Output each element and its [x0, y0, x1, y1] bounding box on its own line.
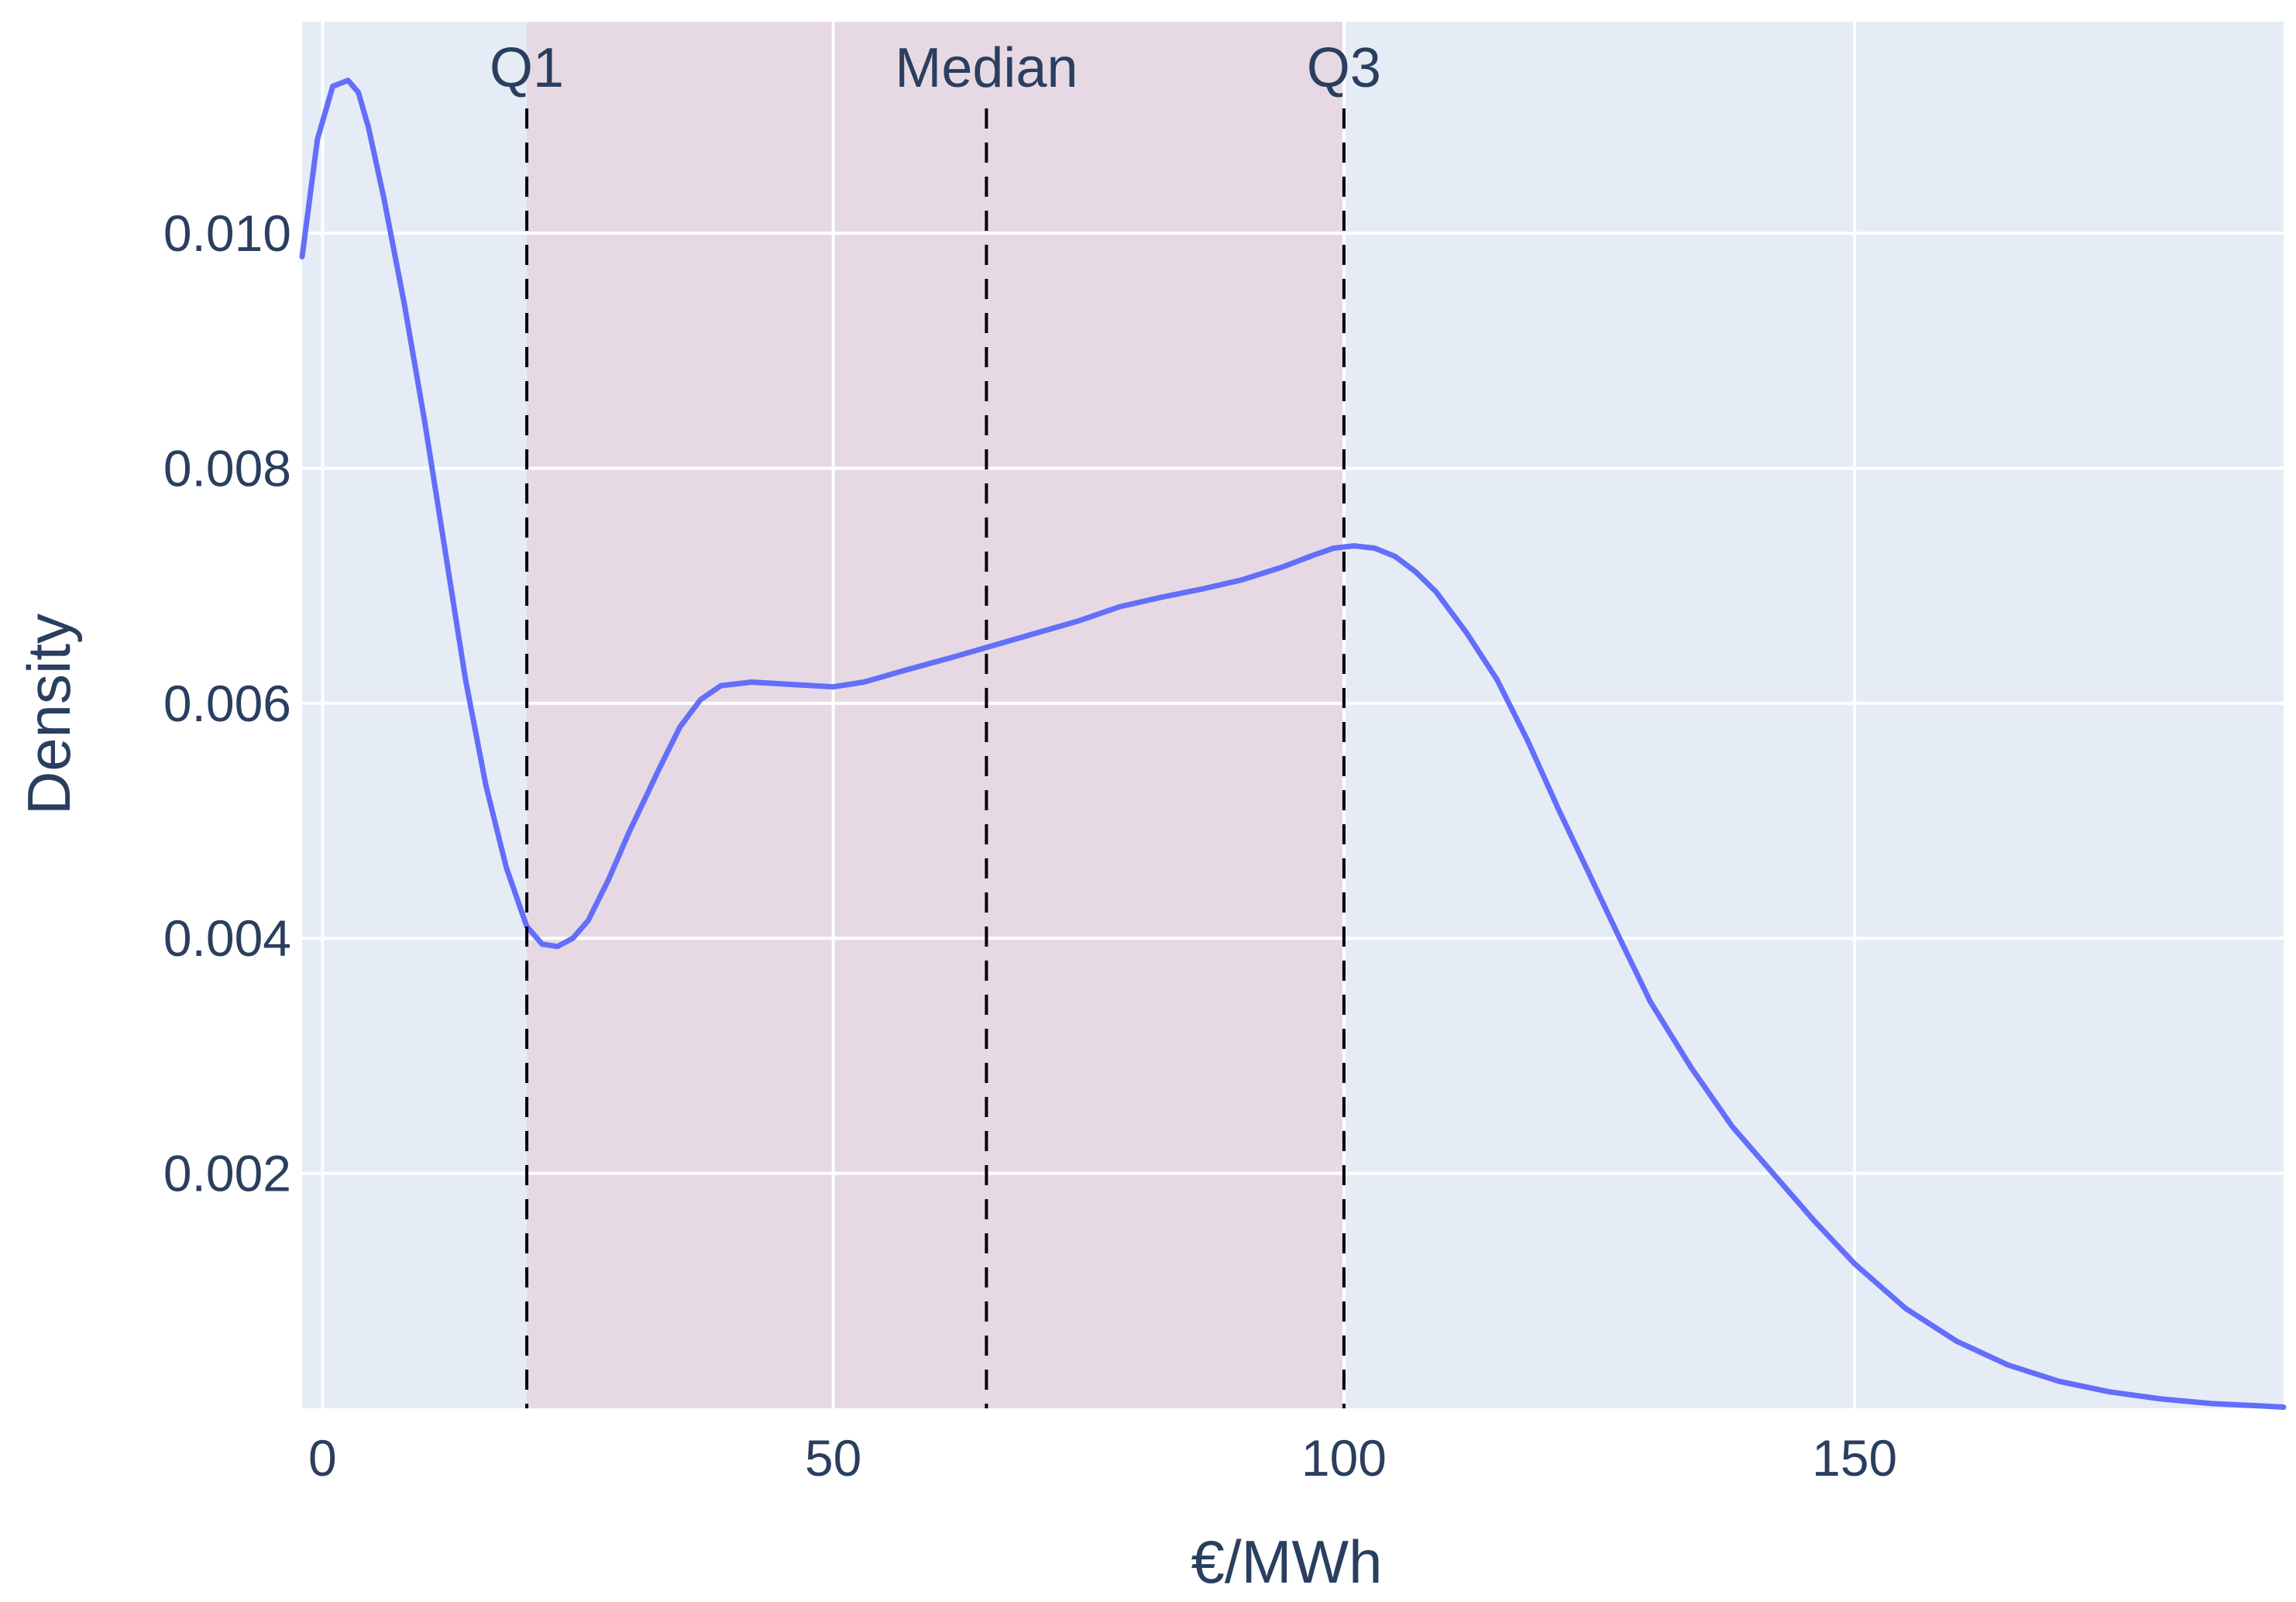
x-tick-label: 100: [1301, 1429, 1387, 1487]
x-tick-label: 0: [308, 1429, 337, 1487]
interquartile-band: [527, 22, 1344, 1408]
x-tick-label: 50: [805, 1429, 861, 1487]
quartile-markers: Q1 Median Q3: [490, 37, 1381, 1408]
y-tick-label: 0.002: [163, 1145, 291, 1202]
y-tick-label: 0.010: [163, 205, 291, 262]
x-axis-label: €/MWh: [1191, 1528, 1382, 1596]
density-line: [299, 77, 2287, 1410]
y-tick-label: 0.006: [163, 675, 291, 732]
marker-label-q3: Q3: [1307, 37, 1381, 99]
axes: 0 50 100 150 0.002 0.004 0.006 0.008 0.010: [163, 205, 1897, 1487]
x-tick-label: 150: [1812, 1429, 1897, 1487]
y-tick-label: 0.008: [163, 439, 291, 497]
marker-label-q1: Q1: [490, 37, 564, 99]
y-axis-label: Density: [15, 614, 83, 815]
marker-label-median: Median: [895, 37, 1078, 99]
y-tick-label: 0.004: [163, 909, 291, 967]
plot-area: [299, 22, 2287, 1410]
